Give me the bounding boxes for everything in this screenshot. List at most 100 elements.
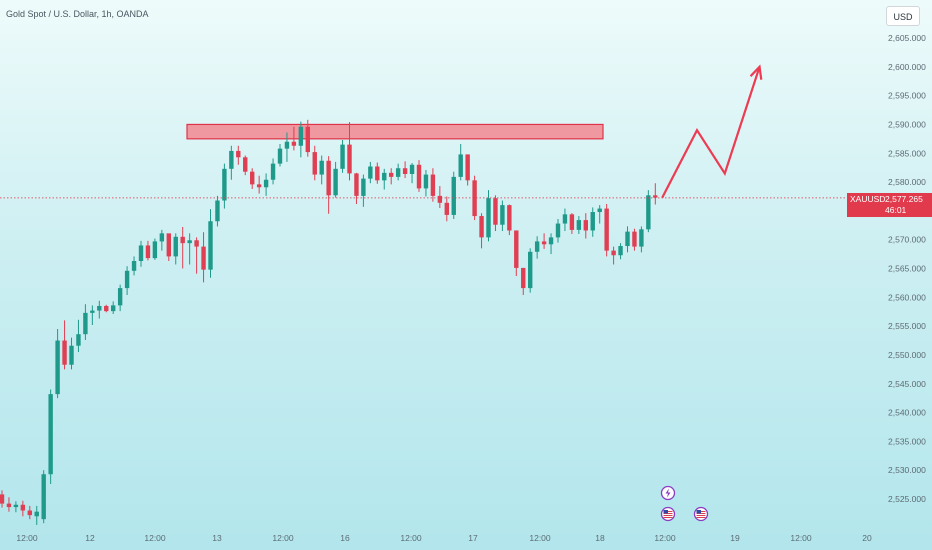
candle: [131, 256, 137, 276]
candle-body: [590, 212, 595, 231]
candle-body: [604, 208, 609, 251]
candle: [611, 246, 616, 265]
candle-body: [284, 141, 290, 149]
candle-body: [430, 174, 436, 196]
candle-body: [152, 241, 158, 259]
us-flag-icon[interactable]: [660, 506, 676, 522]
projection-path: [661, 66, 761, 199]
candle-body: [270, 163, 276, 180]
candle-body: [354, 173, 359, 196]
candle-body: [305, 126, 310, 153]
candle: [653, 183, 658, 205]
x-tick-label: 12: [85, 533, 95, 543]
candle: [340, 139, 345, 173]
candle: [604, 203, 609, 257]
candle-body: [409, 164, 415, 174]
candle-body: [0, 494, 5, 504]
candle-body: [493, 198, 498, 225]
candle: [639, 226, 644, 253]
candle-body: [13, 504, 19, 508]
candle-body: [528, 251, 533, 289]
candle: [187, 233, 192, 265]
candle: [555, 218, 561, 243]
candle: [590, 207, 595, 237]
x-tick-label: 12:00: [529, 533, 551, 543]
candle: [500, 200, 505, 232]
candle-body: [326, 160, 331, 196]
candle-body: [236, 150, 241, 158]
candle: [69, 337, 74, 370]
candle: [541, 233, 547, 249]
candle: [27, 505, 32, 520]
candle: [76, 319, 81, 353]
candle: [514, 230, 519, 276]
candle-body: [521, 267, 526, 289]
y-tick-label: 2,565.000: [888, 264, 926, 274]
candle-body: [180, 236, 185, 244]
candle-body: [166, 233, 171, 257]
candle-body: [243, 157, 248, 172]
candle-body: [187, 240, 192, 244]
candle: [521, 267, 526, 296]
projection-arrowhead: [749, 64, 763, 80]
candle: [55, 329, 60, 399]
candle: [13, 501, 19, 513]
currency-button[interactable]: USD: [886, 6, 920, 26]
candle-body: [541, 241, 547, 245]
us-flag-icon[interactable]: [693, 506, 709, 522]
x-tick-label: 12:00: [790, 533, 812, 543]
candle: [145, 240, 151, 261]
candle-body: [159, 233, 165, 242]
candle: [548, 233, 554, 255]
candle-body: [312, 152, 317, 175]
candle-body: [6, 503, 12, 508]
y-tick-label: 2,560.000: [888, 292, 926, 302]
candle-body: [145, 245, 151, 259]
candle: [250, 168, 255, 189]
candle-body: [333, 168, 338, 196]
candle-body: [215, 200, 220, 222]
candle: [0, 490, 5, 508]
candle: [382, 168, 387, 190]
candle-body: [173, 236, 178, 257]
candle: [409, 163, 415, 184]
x-tick-label: 13: [212, 533, 222, 543]
candle-body: [83, 312, 88, 335]
candle-body: [646, 195, 651, 230]
candle: [159, 229, 165, 251]
candle-body: [653, 195, 658, 198]
x-tick-label: 12:00: [654, 533, 676, 543]
symbol-label: XAUUSD: [850, 194, 886, 204]
lightning-icon[interactable]: [660, 485, 676, 501]
candle: [437, 186, 443, 208]
candle-body: [111, 305, 116, 312]
candle: [451, 171, 456, 219]
x-tick-label: 12:00: [16, 533, 38, 543]
candle-body: [458, 154, 463, 177]
candle: [111, 301, 116, 315]
candle-body: [625, 231, 630, 247]
candle: [430, 168, 436, 202]
candle: [632, 228, 637, 251]
candle-body: [277, 148, 283, 164]
candle-body: [208, 221, 213, 270]
candle-body: [298, 126, 304, 146]
candle-body: [222, 168, 227, 201]
candle-body: [597, 208, 602, 213]
candle-body: [632, 231, 637, 247]
x-tick-label: 20: [862, 533, 872, 543]
y-tick-label: 2,545.000: [888, 379, 926, 389]
candle: [298, 121, 304, 158]
candle: [444, 196, 449, 222]
x-tick-label: 17: [468, 533, 478, 543]
candle: [312, 145, 317, 181]
candle-body: [500, 205, 505, 225]
x-tick-label: 16: [340, 533, 350, 543]
candle: [465, 154, 470, 186]
candle-body: [423, 174, 429, 189]
candle-body: [20, 504, 26, 511]
candle-body: [131, 261, 137, 271]
candle-body: [583, 220, 588, 231]
x-tick-label: 12:00: [400, 533, 422, 543]
